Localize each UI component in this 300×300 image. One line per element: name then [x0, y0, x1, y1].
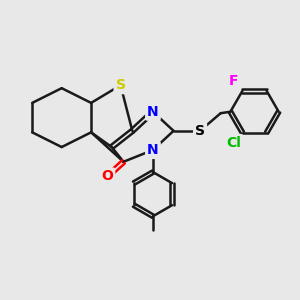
- Text: Cl: Cl: [226, 136, 241, 150]
- Text: S: S: [116, 78, 126, 92]
- Text: S: S: [195, 124, 205, 138]
- Text: F: F: [229, 74, 238, 88]
- Text: O: O: [101, 169, 113, 184]
- Text: N: N: [147, 105, 159, 119]
- Text: N: N: [147, 143, 159, 157]
